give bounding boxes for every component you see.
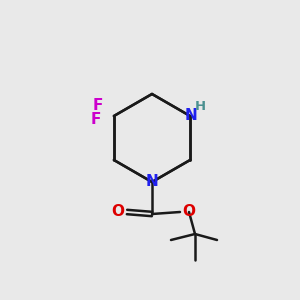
Text: F: F [93, 98, 103, 113]
Text: H: H [194, 100, 206, 113]
Text: O: O [182, 203, 196, 218]
Text: N: N [185, 107, 197, 122]
Text: N: N [146, 175, 158, 190]
Text: F: F [91, 112, 101, 128]
Text: O: O [112, 203, 124, 218]
